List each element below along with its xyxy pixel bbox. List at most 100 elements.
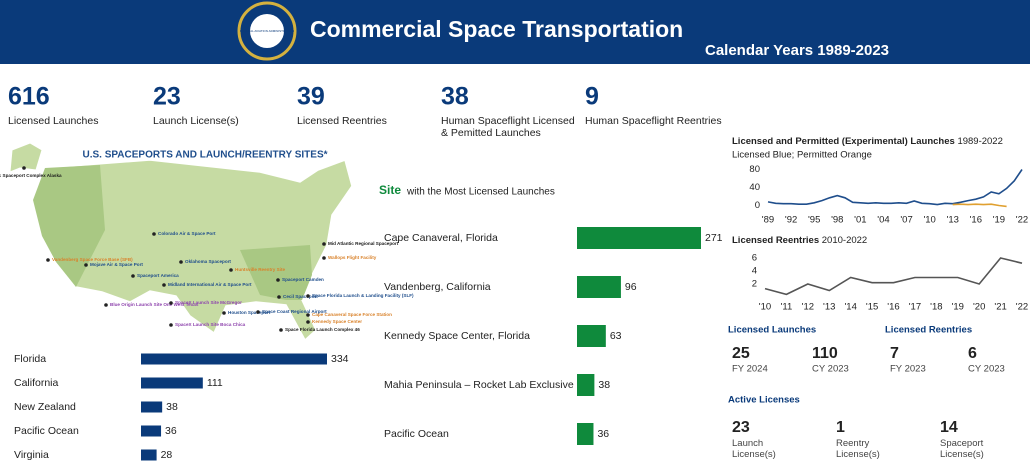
x-tick-label: '22 (1016, 215, 1028, 226)
y-tick-label: 6 (752, 253, 757, 264)
site-marker (277, 295, 281, 299)
header-title: Commercial Space Transportation (310, 16, 683, 42)
map-title: U.S. SPACEPORTS AND LAUNCH/REENTRY SITES… (82, 150, 327, 161)
stat-title: Licensed Reentries (885, 325, 972, 336)
stat-value: 7 (890, 345, 899, 362)
map: U.S. SPACEPORTS AND LAUNCH/REENTRY SITES… (0, 142, 414, 342)
stat-label: Reentry License(s) (836, 438, 880, 460)
title-part: Site (379, 183, 401, 197)
kpi-value: 38 (441, 83, 469, 111)
x-tick-label: '95 (808, 215, 820, 226)
site-label: Spaceport America (137, 273, 179, 278)
bar (577, 374, 595, 396)
bar-value: 28 (161, 449, 173, 461)
site-marker (279, 328, 283, 332)
bar (141, 449, 157, 461)
y-tick-label: 0 (755, 200, 760, 211)
site-label: Space Florida Launch & Landing Facility … (312, 293, 414, 298)
site-label: Blue Origin Launch Site One West Texas (110, 302, 199, 307)
site-marker (179, 260, 183, 264)
map-region (240, 245, 312, 300)
site-label: Houston Spaceport (228, 310, 271, 315)
x-tick-label: '19 (952, 302, 964, 313)
bar-category: California (14, 377, 59, 389)
stat-value: 6 (968, 345, 977, 362)
x-tick-label: '17 (909, 302, 921, 313)
stat-label: FY 2023 (890, 364, 926, 375)
bar-category: Vandenberg, California (384, 281, 491, 293)
bar-value: 38 (166, 401, 178, 413)
title-part: Licensed Reentries (732, 235, 819, 246)
site-marker (222, 311, 226, 315)
site-label: SpaceX Launch Site McGregor (175, 300, 242, 305)
bar-value: 63 (610, 330, 622, 342)
kpi-label: Launch License(s) (153, 115, 239, 127)
bar (577, 227, 701, 249)
x-tick-label: '07 (900, 215, 912, 226)
bar (141, 425, 162, 437)
kpi-value: 39 (297, 83, 325, 111)
x-tick-label: '16 (970, 215, 982, 226)
site-label: Cecil Spaceport (283, 294, 318, 299)
x-tick-label: '04 (877, 215, 889, 226)
kpi-label: Human Spaceflight Reentries (585, 115, 722, 127)
bar-value: 111 (207, 377, 223, 389)
title-part: 2010-2022 (822, 235, 867, 246)
bar-category: Florida (14, 353, 46, 365)
stat-value: 110 (812, 345, 838, 362)
x-tick-label: '18 (930, 302, 942, 313)
x-tick-label: '22 (1016, 302, 1028, 313)
site-label: Mojave Air & Space Port (90, 262, 143, 267)
site-marker (256, 310, 260, 314)
site-marker (131, 274, 135, 278)
site-label: Spaceport Camden (282, 277, 324, 282)
x-tick-label: '10 (759, 302, 771, 313)
stat-value: 25 (732, 345, 750, 362)
x-tick-label: '13 (823, 302, 835, 313)
site-label: Cape Canaveral Space Force Station (312, 312, 392, 317)
kpi-label: Licensed Launches (8, 115, 99, 127)
x-tick-label: '12 (802, 302, 814, 313)
bar-category: Kennedy Space Center, Florida (384, 330, 530, 342)
site-marker (229, 268, 233, 272)
bar (577, 325, 606, 347)
y-tick-label: 40 (749, 182, 760, 193)
x-tick-label: '15 (866, 302, 878, 313)
site-marker (169, 323, 173, 327)
site-marker (306, 320, 310, 324)
site-marker (276, 278, 280, 282)
logo-center (250, 14, 284, 48)
stat-value: 14 (940, 419, 958, 436)
x-tick-label: '21 (994, 302, 1006, 313)
stat-label: Launch License(s) (732, 438, 776, 460)
site-label: Colorado Air & Space Port (158, 231, 216, 236)
site-marker (306, 294, 310, 298)
chart-title: Licensed Reentries 2010-2022 (732, 235, 867, 246)
bar-value: 38 (598, 379, 610, 391)
chart-subtitle: Licensed Blue; Permitted Orange (732, 150, 872, 161)
x-tick-label: '92 (785, 215, 797, 226)
site-marker (152, 232, 156, 236)
site-label: Vandenberg Space Force Base (SFB) (52, 257, 133, 262)
line-series (952, 203, 1007, 208)
x-tick-label: '11 (781, 302, 793, 313)
map-region (33, 165, 105, 287)
site-marker (46, 258, 50, 262)
stat-title: Active Licenses (728, 395, 800, 406)
kpi-value: 616 (8, 83, 50, 111)
y-tick-label: 4 (752, 266, 757, 277)
header-subtitle: Calendar Years 1989-2023 (705, 42, 889, 59)
bar (141, 353, 327, 365)
bar-category: Pacific Ocean (14, 425, 79, 437)
site-label: Huntsville Reentry Site (235, 267, 285, 272)
bar-value: 96 (625, 281, 637, 293)
stat-value: 1 (836, 419, 845, 436)
x-tick-label: '19 (993, 215, 1005, 226)
bar-value: 334 (331, 353, 349, 365)
bar-value: 271 (705, 232, 723, 244)
title-part: 1989-2022 (957, 136, 1002, 147)
kpi-value: 23 (153, 83, 181, 111)
x-tick-label: '98 (831, 215, 843, 226)
kpi-label: Human Spaceflight Licensed & Pemitted Lau… (441, 115, 575, 139)
site-label: Wallops Flight Facility (328, 255, 377, 260)
